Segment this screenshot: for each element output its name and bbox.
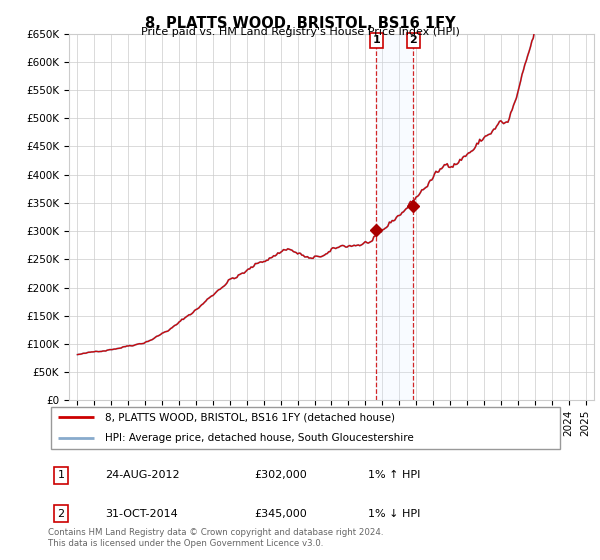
Text: 24-AUG-2012: 24-AUG-2012 bbox=[105, 470, 179, 480]
Text: 2: 2 bbox=[410, 35, 417, 45]
Text: 2: 2 bbox=[58, 508, 64, 519]
Text: 1% ↓ HPI: 1% ↓ HPI bbox=[368, 508, 420, 519]
Text: 31-OCT-2014: 31-OCT-2014 bbox=[105, 508, 178, 519]
Text: 1: 1 bbox=[373, 35, 380, 45]
Text: Price paid vs. HM Land Registry's House Price Index (HPI): Price paid vs. HM Land Registry's House … bbox=[140, 27, 460, 37]
FancyBboxPatch shape bbox=[50, 407, 560, 449]
Text: 8, PLATTS WOOD, BRISTOL, BS16 1FY: 8, PLATTS WOOD, BRISTOL, BS16 1FY bbox=[145, 16, 455, 31]
Text: £345,000: £345,000 bbox=[254, 508, 307, 519]
Text: 1: 1 bbox=[58, 470, 64, 480]
Text: 1% ↑ HPI: 1% ↑ HPI bbox=[368, 470, 420, 480]
Text: 8, PLATTS WOOD, BRISTOL, BS16 1FY (detached house): 8, PLATTS WOOD, BRISTOL, BS16 1FY (detac… bbox=[105, 412, 395, 422]
Text: £302,000: £302,000 bbox=[254, 470, 307, 480]
Text: Contains HM Land Registry data © Crown copyright and database right 2024.
This d: Contains HM Land Registry data © Crown c… bbox=[48, 528, 383, 548]
Text: HPI: Average price, detached house, South Gloucestershire: HPI: Average price, detached house, Sout… bbox=[105, 433, 413, 444]
Bar bbox=[376, 34, 413, 400]
